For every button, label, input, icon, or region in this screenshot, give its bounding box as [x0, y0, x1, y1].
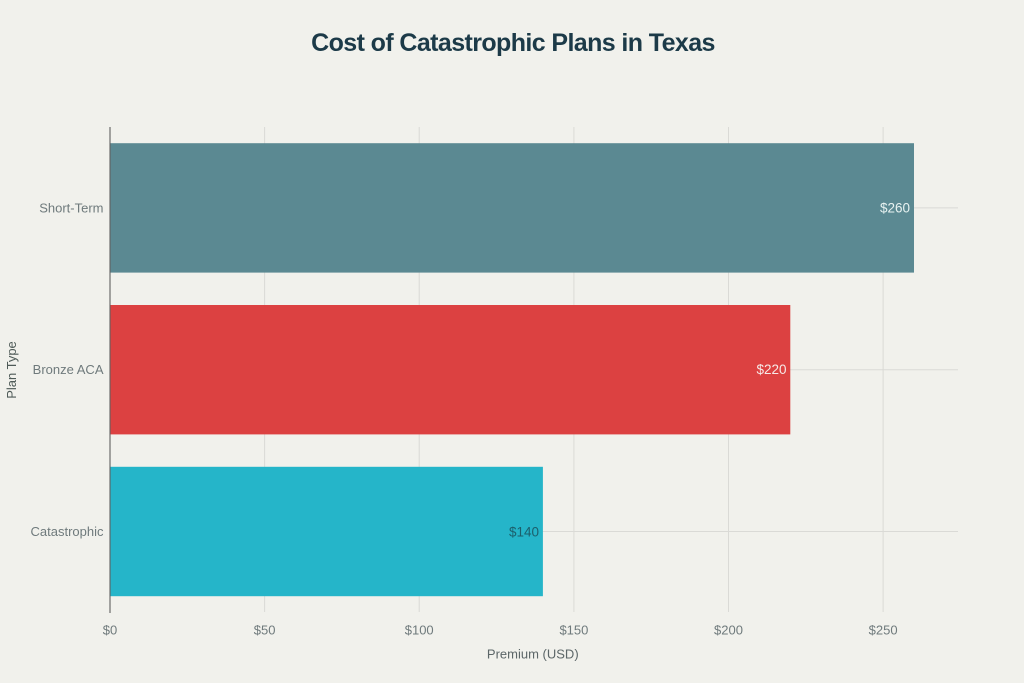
svg-text:$150: $150	[559, 623, 588, 638]
svg-text:Short-Term: Short-Term	[39, 200, 103, 215]
svg-text:Plan Type: Plan Type	[4, 341, 19, 399]
svg-text:$200: $200	[714, 623, 743, 638]
svg-text:$50: $50	[254, 623, 276, 638]
svg-text:$100: $100	[405, 623, 434, 638]
svg-text:$140: $140	[509, 524, 539, 539]
svg-text:Catastrophic: Catastrophic	[31, 524, 104, 539]
svg-text:$250: $250	[869, 623, 898, 638]
svg-text:$220: $220	[756, 362, 786, 377]
svg-text:$260: $260	[880, 200, 910, 215]
svg-text:Bronze ACA: Bronze ACA	[33, 362, 104, 377]
svg-text:Premium (USD): Premium (USD)	[487, 647, 579, 662]
svg-text:Cost of Catastrophic Plans in: Cost of Catastrophic Plans in Texas	[311, 29, 715, 57]
svg-text:$0: $0	[103, 623, 117, 638]
